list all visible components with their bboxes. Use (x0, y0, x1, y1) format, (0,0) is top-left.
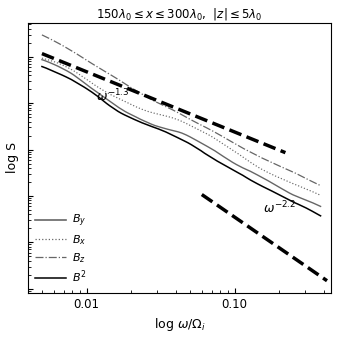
Legend: $B_y$, $B_x$, $B_z$, $B^2$: $B_y$, $B_x$, $B_z$, $B^2$ (33, 211, 89, 287)
Y-axis label: log S: log S (5, 142, 19, 173)
Text: $\omega^{-1.3}$: $\omega^{-1.3}$ (95, 87, 129, 104)
Text: $\omega^{-2.2}$: $\omega^{-2.2}$ (263, 199, 296, 216)
Title: $150\lambda_0\leq x\leq 300\lambda_0$,  $|z|\leq 5\lambda_0$: $150\lambda_0\leq x\leq 300\lambda_0$, $… (96, 5, 263, 22)
X-axis label: log $\omega/\Omega_i$: log $\omega/\Omega_i$ (154, 316, 205, 334)
